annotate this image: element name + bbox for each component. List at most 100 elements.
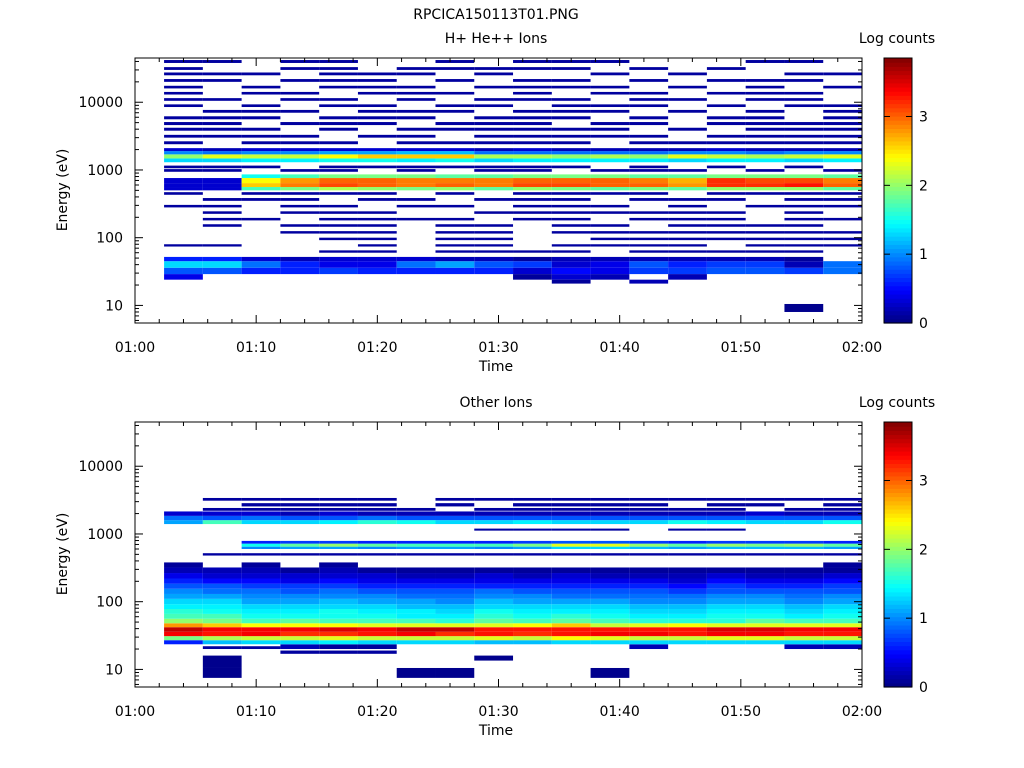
spectrogram-cell: [629, 623, 669, 628]
spectrogram-cell: [745, 183, 785, 188]
colorbar-segment: [884, 240, 912, 245]
spectrogram-cell: [357, 198, 397, 201]
spectrogram-cell: [280, 256, 320, 262]
spectrogram-cell: [241, 148, 281, 152]
spectrogram-cell: [396, 613, 436, 619]
spectrogram-cell: [280, 151, 320, 155]
spectrogram-cell: [396, 91, 436, 95]
spectrogram-cell: [784, 261, 824, 268]
spectrogram-cell: [706, 237, 746, 241]
spectrogram-cell: [357, 507, 397, 511]
spectrogram-cell: [590, 623, 630, 628]
spectrogram-cell: [513, 178, 552, 184]
spectrogram-cell: [319, 116, 358, 120]
spectrogram-cell: [668, 85, 707, 89]
spectrogram-cell: [668, 618, 707, 624]
spectrogram-cell: [590, 134, 630, 138]
colorbar-segment: [884, 99, 912, 105]
x-tick-label: 02:00: [842, 704, 882, 720]
spectrogram-cell: [474, 148, 514, 152]
spectrogram-cell: [474, 158, 514, 163]
spectrogram-cell: [280, 593, 320, 599]
spectrogram-cell: [357, 256, 397, 262]
spectrogram-cell: [164, 511, 203, 516]
spectrogram-cell: [241, 198, 281, 201]
spectrogram-cell: [396, 567, 436, 574]
spectrogram-cell: [241, 141, 281, 145]
spectrogram-cell: [745, 224, 785, 227]
spectrogram-cell: [668, 217, 707, 221]
spectrogram-cell: [668, 169, 707, 172]
spectrogram-cell: [823, 604, 862, 609]
spectrogram-cell: [396, 165, 436, 169]
spectrogram-cell: [745, 261, 785, 268]
spectrogram-cell: [435, 151, 475, 155]
spectrogram-cell: [668, 256, 707, 262]
panel-h-he-ions: H+ He++ Ions Log counts Energy (eV) Time…: [55, 31, 935, 375]
spectrogram-cell: [357, 598, 397, 605]
spectrogram-cell: [357, 154, 397, 159]
spectrogram-cell: [202, 613, 242, 619]
spectrogram-cell: [241, 631, 281, 637]
colorbar-segment: [884, 608, 912, 614]
spectrogram-cell: [396, 515, 436, 521]
spectrogram-cell: [164, 578, 203, 584]
spectrogram-cell: [435, 511, 475, 516]
colorbar-segment: [884, 554, 912, 560]
spectrogram-cell: [357, 618, 397, 624]
spectrogram-cell: [513, 515, 552, 521]
spectrogram-cell: [164, 618, 203, 624]
spectrogram-cell: [164, 562, 203, 568]
colorbar-segment: [884, 616, 912, 622]
spectrogram-cell: [202, 151, 242, 155]
spectrogram-cell: [590, 256, 630, 262]
spectrogram-cell: [474, 154, 514, 159]
spectrogram-cell: [357, 237, 397, 241]
spectrogram-cell: [319, 224, 358, 227]
spectrogram-cell: [474, 546, 514, 549]
spectrogram-cell: [668, 631, 707, 637]
colorbar-segment: [884, 678, 912, 684]
spectrogram-cell: [784, 631, 824, 637]
spectrogram-cell: [745, 604, 785, 609]
spectrogram-cell: [435, 667, 475, 678]
spectrogram-cell: [202, 211, 242, 214]
spectrogram-cell: [357, 583, 397, 589]
colorbar-segment: [884, 310, 912, 316]
spectrogram-cell: [668, 497, 707, 501]
colorbar-segment: [884, 277, 912, 283]
spectrogram-cell: [629, 520, 669, 525]
spectrogram-cell: [241, 543, 281, 547]
spectrogram-cell: [513, 609, 552, 614]
x-axis-label: Time: [478, 359, 513, 375]
spectrogram-cell: [319, 217, 358, 221]
spectrogram-cell: [668, 507, 707, 511]
spectrogram-cell: [706, 543, 746, 547]
spectrogram-cell: [668, 540, 707, 544]
spectrogram-cell: [202, 127, 242, 131]
spectrogram-cell: [280, 204, 320, 208]
spectrogram-cell: [396, 127, 436, 131]
spectrogram-cell: [590, 127, 630, 131]
spectrogram-cell: [319, 604, 358, 609]
spectrogram-cell: [590, 187, 630, 191]
spectrogram-cell: [435, 183, 475, 188]
spectrogram-cell: [357, 609, 397, 614]
colorbar-segment: [884, 558, 912, 564]
spectrogram-cell: [823, 267, 862, 275]
spectrogram-cell: [668, 231, 707, 234]
spectrogram-cell: [823, 636, 862, 641]
spectrogram-cell: [474, 540, 514, 544]
spectrogram-cell: [435, 244, 475, 247]
spectrogram-cell: [435, 91, 475, 95]
spectrogram-cell: [396, 640, 436, 645]
spectrogram-cell: [164, 261, 203, 268]
spectrogram-cell: [280, 540, 320, 544]
colorbar-segment: [884, 194, 912, 200]
spectrogram-cell: [319, 515, 358, 521]
colorbar-segment: [884, 302, 912, 308]
spectrogram-cell: [590, 540, 630, 544]
spectrogram-cell: [745, 98, 785, 101]
spectrogram-cell: [202, 573, 242, 579]
colorbar-segment: [884, 227, 912, 233]
